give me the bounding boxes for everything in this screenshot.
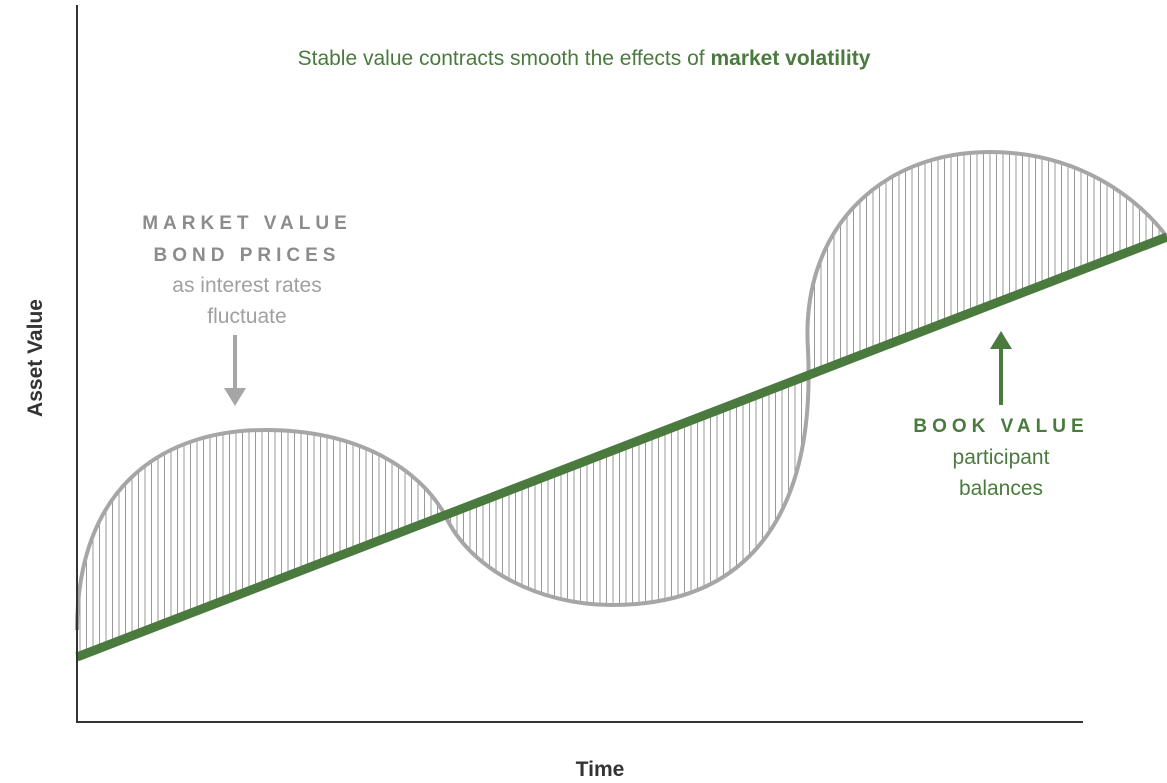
market-line: fluctuate <box>207 305 286 328</box>
book-line: participant <box>953 446 1050 469</box>
book-heading: BOOK VALUE <box>913 416 1088 437</box>
down-arrow-head <box>224 388 246 406</box>
market-heading: MARKET VALUE <box>142 213 352 234</box>
book-value-line <box>75 232 1167 662</box>
y-axis-label: Asset Value <box>24 299 47 417</box>
title-text: Stable value contracts smooth the effect… <box>298 47 705 70</box>
book-line: balances <box>959 477 1043 500</box>
title: Stable value contracts smooth the effect… <box>298 47 871 70</box>
market-value-curve <box>75 149 1167 631</box>
x-axis-label: Time <box>576 758 625 781</box>
title-emphasis: market volatility <box>710 47 870 70</box>
market-line: as interest rates <box>172 274 321 297</box>
up-arrow-head <box>990 331 1012 349</box>
market-subheading: BOND PRICES <box>154 245 341 266</box>
